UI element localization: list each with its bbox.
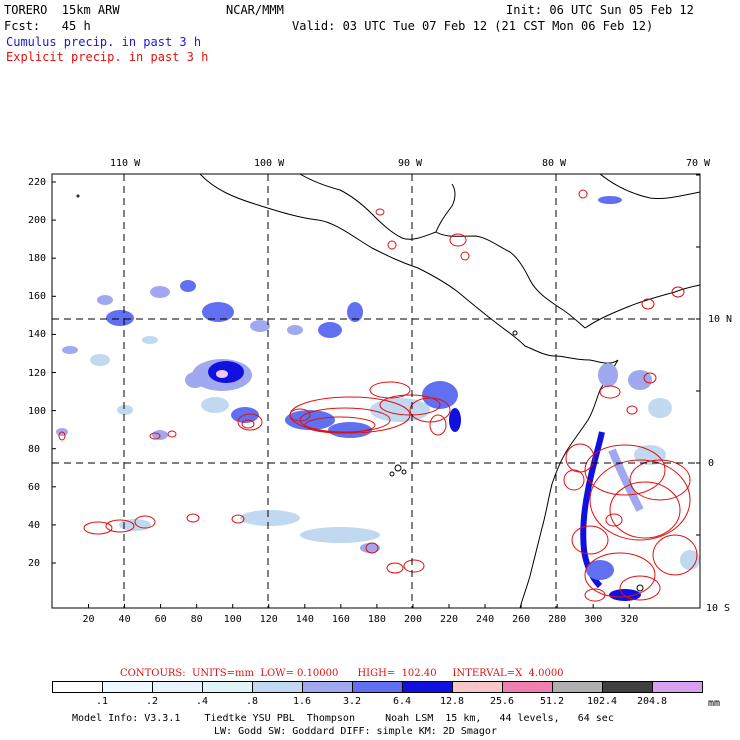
colorbar-label: .1 <box>95 696 109 707</box>
coastlines <box>76 174 700 608</box>
colorbar-label: 51.2 <box>539 696 565 707</box>
colorbar-label: .4 <box>195 696 209 707</box>
left-tick-label: 140 <box>28 329 47 341</box>
colorbar-label: 102.4 <box>586 696 618 707</box>
colorbar-swatch <box>302 681 353 693</box>
bottom-tick-label: 20 <box>82 614 95 625</box>
colorbar-label: .2 <box>145 696 159 707</box>
lon-label-90w: 90 W <box>398 158 423 169</box>
map-area <box>52 174 700 608</box>
explicit-precip <box>58 189 698 602</box>
lon-label-100w: 100 W <box>254 158 285 169</box>
left-tick-label: 80 <box>28 443 41 455</box>
colorbar-swatch <box>452 681 503 693</box>
bottom-tick-label: 80 <box>190 614 203 625</box>
bottom-tick-label: 120 <box>259 614 278 625</box>
lon-label-80w: 80 W <box>542 158 567 169</box>
bottom-tick-label: 100 <box>223 614 242 625</box>
forecast-hour: Fcst: 45 h <box>4 19 91 33</box>
axis-ticks <box>52 174 700 608</box>
explicit-field-label: Explicit precip. in past 3 h <box>6 50 209 64</box>
colorbar-unit: mm <box>708 698 721 709</box>
bottom-tick-label: 200 <box>403 614 422 625</box>
left-tick-label: 220 <box>28 177 47 188</box>
bottom-tick-label: 240 <box>476 614 495 625</box>
left-tick-label: 60 <box>28 481 41 493</box>
colorbar-label: 3.2 <box>342 696 362 707</box>
model-info: Model Info: V3.3.1 Tiedtke YSU PBL Thomp… <box>72 713 614 724</box>
bottom-tick-label: 60 <box>154 614 167 625</box>
colorbar-swatch <box>552 681 603 693</box>
bottom-tick-label: 280 <box>548 614 567 625</box>
left-tick-label: 100 <box>28 405 47 417</box>
colorbar-swatch <box>502 681 553 693</box>
colorbar-swatch <box>252 681 303 693</box>
colorbar-swatch <box>402 681 453 693</box>
bottom-tick-label: 140 <box>295 614 314 625</box>
physics-info: LW: Godd SW: Goddard DIFF: simple KM: 2D… <box>214 726 497 737</box>
colorbar-label: 25.6 <box>489 696 515 707</box>
model-title: TORERO 15km ARW <box>4 3 120 17</box>
bottom-tick-label: 40 <box>118 614 131 625</box>
colorbar-swatch <box>602 681 653 693</box>
bottom-tick-label: 260 <box>512 614 531 625</box>
graticule <box>52 174 700 608</box>
left-tick-label: 160 <box>28 291 47 303</box>
lat-label-0: 0 <box>708 458 715 469</box>
left-tick-label: 180 <box>28 253 47 265</box>
bottom-tick-label: 320 <box>620 614 639 625</box>
colorbar-label: 1.6 <box>292 696 312 707</box>
left-tick-label: 200 <box>28 215 47 227</box>
colorbar-label: 6.4 <box>392 696 412 707</box>
lon-label-70w: 70 W <box>686 158 711 169</box>
bottom-tick-label: 180 <box>367 614 386 625</box>
valid-time: Valid: 03 UTC Tue 07 Feb 12 (21 CST Mon … <box>292 19 654 33</box>
org-label: NCAR/MMM <box>226 3 284 17</box>
colorbar-swatch <box>152 681 203 693</box>
colorbar-swatch <box>202 681 253 693</box>
cumulus-field-label: Cumulus precip. in past 3 h <box>6 35 202 49</box>
bottom-tick-label: 300 <box>584 614 603 625</box>
bottom-tick-label: 160 <box>331 614 350 625</box>
lon-label-110w: 110 W <box>110 158 141 169</box>
colorbar-swatch <box>52 681 103 693</box>
colorbar-swatch <box>352 681 403 693</box>
init-time: Init: 06 UTC Sun 05 Feb 12 <box>506 3 694 17</box>
colorbar-label: .8 <box>245 696 259 707</box>
colorbar-label: 12.8 <box>439 696 465 707</box>
left-tick-label: 120 <box>28 367 47 379</box>
lat-label-10n: 10 N <box>708 314 733 325</box>
left-tick-label: 40 <box>28 519 41 531</box>
colorbar-swatch <box>652 681 703 693</box>
lat-label-10s: 10 S <box>706 603 731 614</box>
colorbar-swatch <box>102 681 153 693</box>
contours-caption: CONTOURS: UNITS=mm LOW= 0.10000 HIGH= 10… <box>120 668 564 679</box>
bottom-tick-label: 220 <box>440 614 459 625</box>
colorbar-label: 204.8 <box>636 696 668 707</box>
left-tick-label: 20 <box>28 558 41 569</box>
